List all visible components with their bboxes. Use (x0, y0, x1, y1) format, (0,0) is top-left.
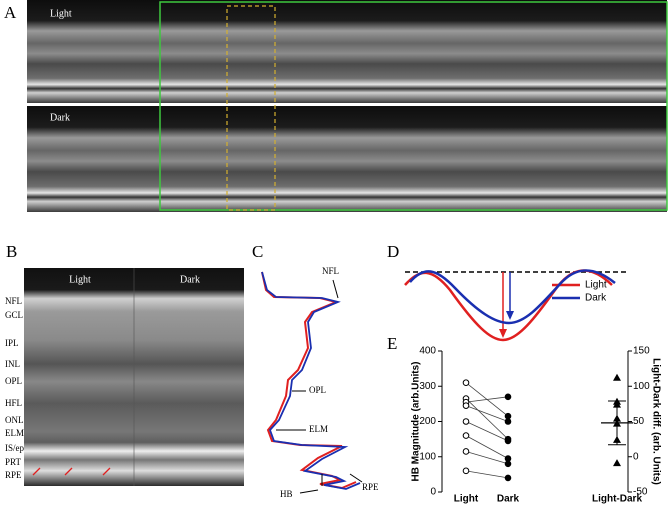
pair-line (465, 470, 509, 479)
y2-tick-label: 50 (633, 416, 645, 427)
pair-line (465, 435, 509, 459)
point (462, 467, 470, 475)
annotation: OPL (309, 385, 326, 395)
image-tag: Light (50, 8, 72, 19)
roi-box (226, 5, 276, 211)
layer-label: GCL (5, 310, 23, 320)
legend-label: Dark (585, 293, 607, 304)
point (462, 418, 470, 425)
layer-label: IS/ep (5, 443, 24, 453)
layer-label: PRT (5, 457, 21, 467)
point (504, 437, 512, 445)
oct-image (27, 106, 667, 212)
x-tick-label: Dark (497, 494, 520, 505)
y-tick-label: 300 (419, 381, 436, 392)
y2-tick-label: 150 (633, 346, 650, 357)
annotation: NFL (322, 266, 339, 276)
point (462, 448, 470, 455)
column-label: Dark (180, 274, 200, 285)
column-label: Light (69, 274, 91, 285)
point (613, 459, 621, 467)
panel-label: C (252, 242, 263, 261)
y-axis-title: HB Magnitude (arb.Units) (411, 362, 422, 482)
layer-label: INL (5, 359, 20, 369)
panel-label: B (6, 242, 17, 261)
y2-tick-label: 0 (633, 451, 639, 462)
annotation: ELM (309, 424, 328, 434)
y-tick-label: 400 (419, 346, 436, 357)
arrow-head (499, 329, 507, 338)
chart: 0 100 200 300 400 -50 0 50 100 150 HB Magnitude (a… (411, 346, 662, 505)
panel-label: A (4, 3, 17, 22)
layer-labels: NFL GCL IPL INL OPL HFL ONL ELM IS/ep PRT RPE (5, 296, 24, 480)
layer-label: IPL (5, 338, 19, 348)
x-tick-label: Light-Dark (592, 494, 642, 505)
pair-line (465, 421, 509, 442)
y-tick-label: 200 (419, 416, 436, 427)
panel-label: D (387, 242, 399, 261)
annotation: HB (280, 489, 293, 499)
point (504, 412, 512, 420)
roi-box (159, 1, 668, 211)
point (504, 455, 512, 462)
y-tick-label: 0 (430, 487, 436, 498)
curve (404, 269, 613, 342)
point (462, 379, 470, 387)
profile-dark (261, 271, 361, 490)
layer-label: ELM (5, 428, 24, 438)
pair-line (465, 396, 509, 403)
point (504, 460, 512, 468)
curve (409, 269, 616, 325)
y2-tick-label: 100 (633, 381, 650, 392)
arrows (32, 467, 111, 476)
legend-label: Light (585, 280, 607, 291)
layer-label: ONL (5, 415, 24, 425)
point (504, 418, 512, 425)
point (504, 393, 512, 401)
point (462, 402, 470, 409)
layer-label: NFL (5, 296, 22, 306)
y-tick-label: 100 (419, 451, 436, 462)
oct-image (27, 0, 667, 103)
point (462, 432, 470, 439)
pair-line (465, 405, 509, 422)
pair-line (465, 398, 509, 440)
schematic: Light Dark (404, 269, 616, 342)
x-tick-label: Light (454, 494, 479, 505)
annotation: RPE (362, 482, 379, 492)
point (504, 474, 512, 482)
panel-label: E (387, 334, 397, 353)
pair-line (465, 451, 509, 465)
layer-label: OPL (5, 376, 22, 386)
arrow-head (506, 311, 514, 320)
y2-axis-title: Light-Dark diff. (arb. Units) (650, 358, 661, 485)
arrows (276, 279, 363, 494)
layer-label: HFL (5, 398, 22, 408)
profile-light (261, 271, 357, 490)
image-tag: Dark (50, 112, 70, 123)
point (613, 373, 621, 381)
layer-label: RPE (5, 470, 22, 480)
y2-tick-label: -50 (633, 487, 648, 498)
